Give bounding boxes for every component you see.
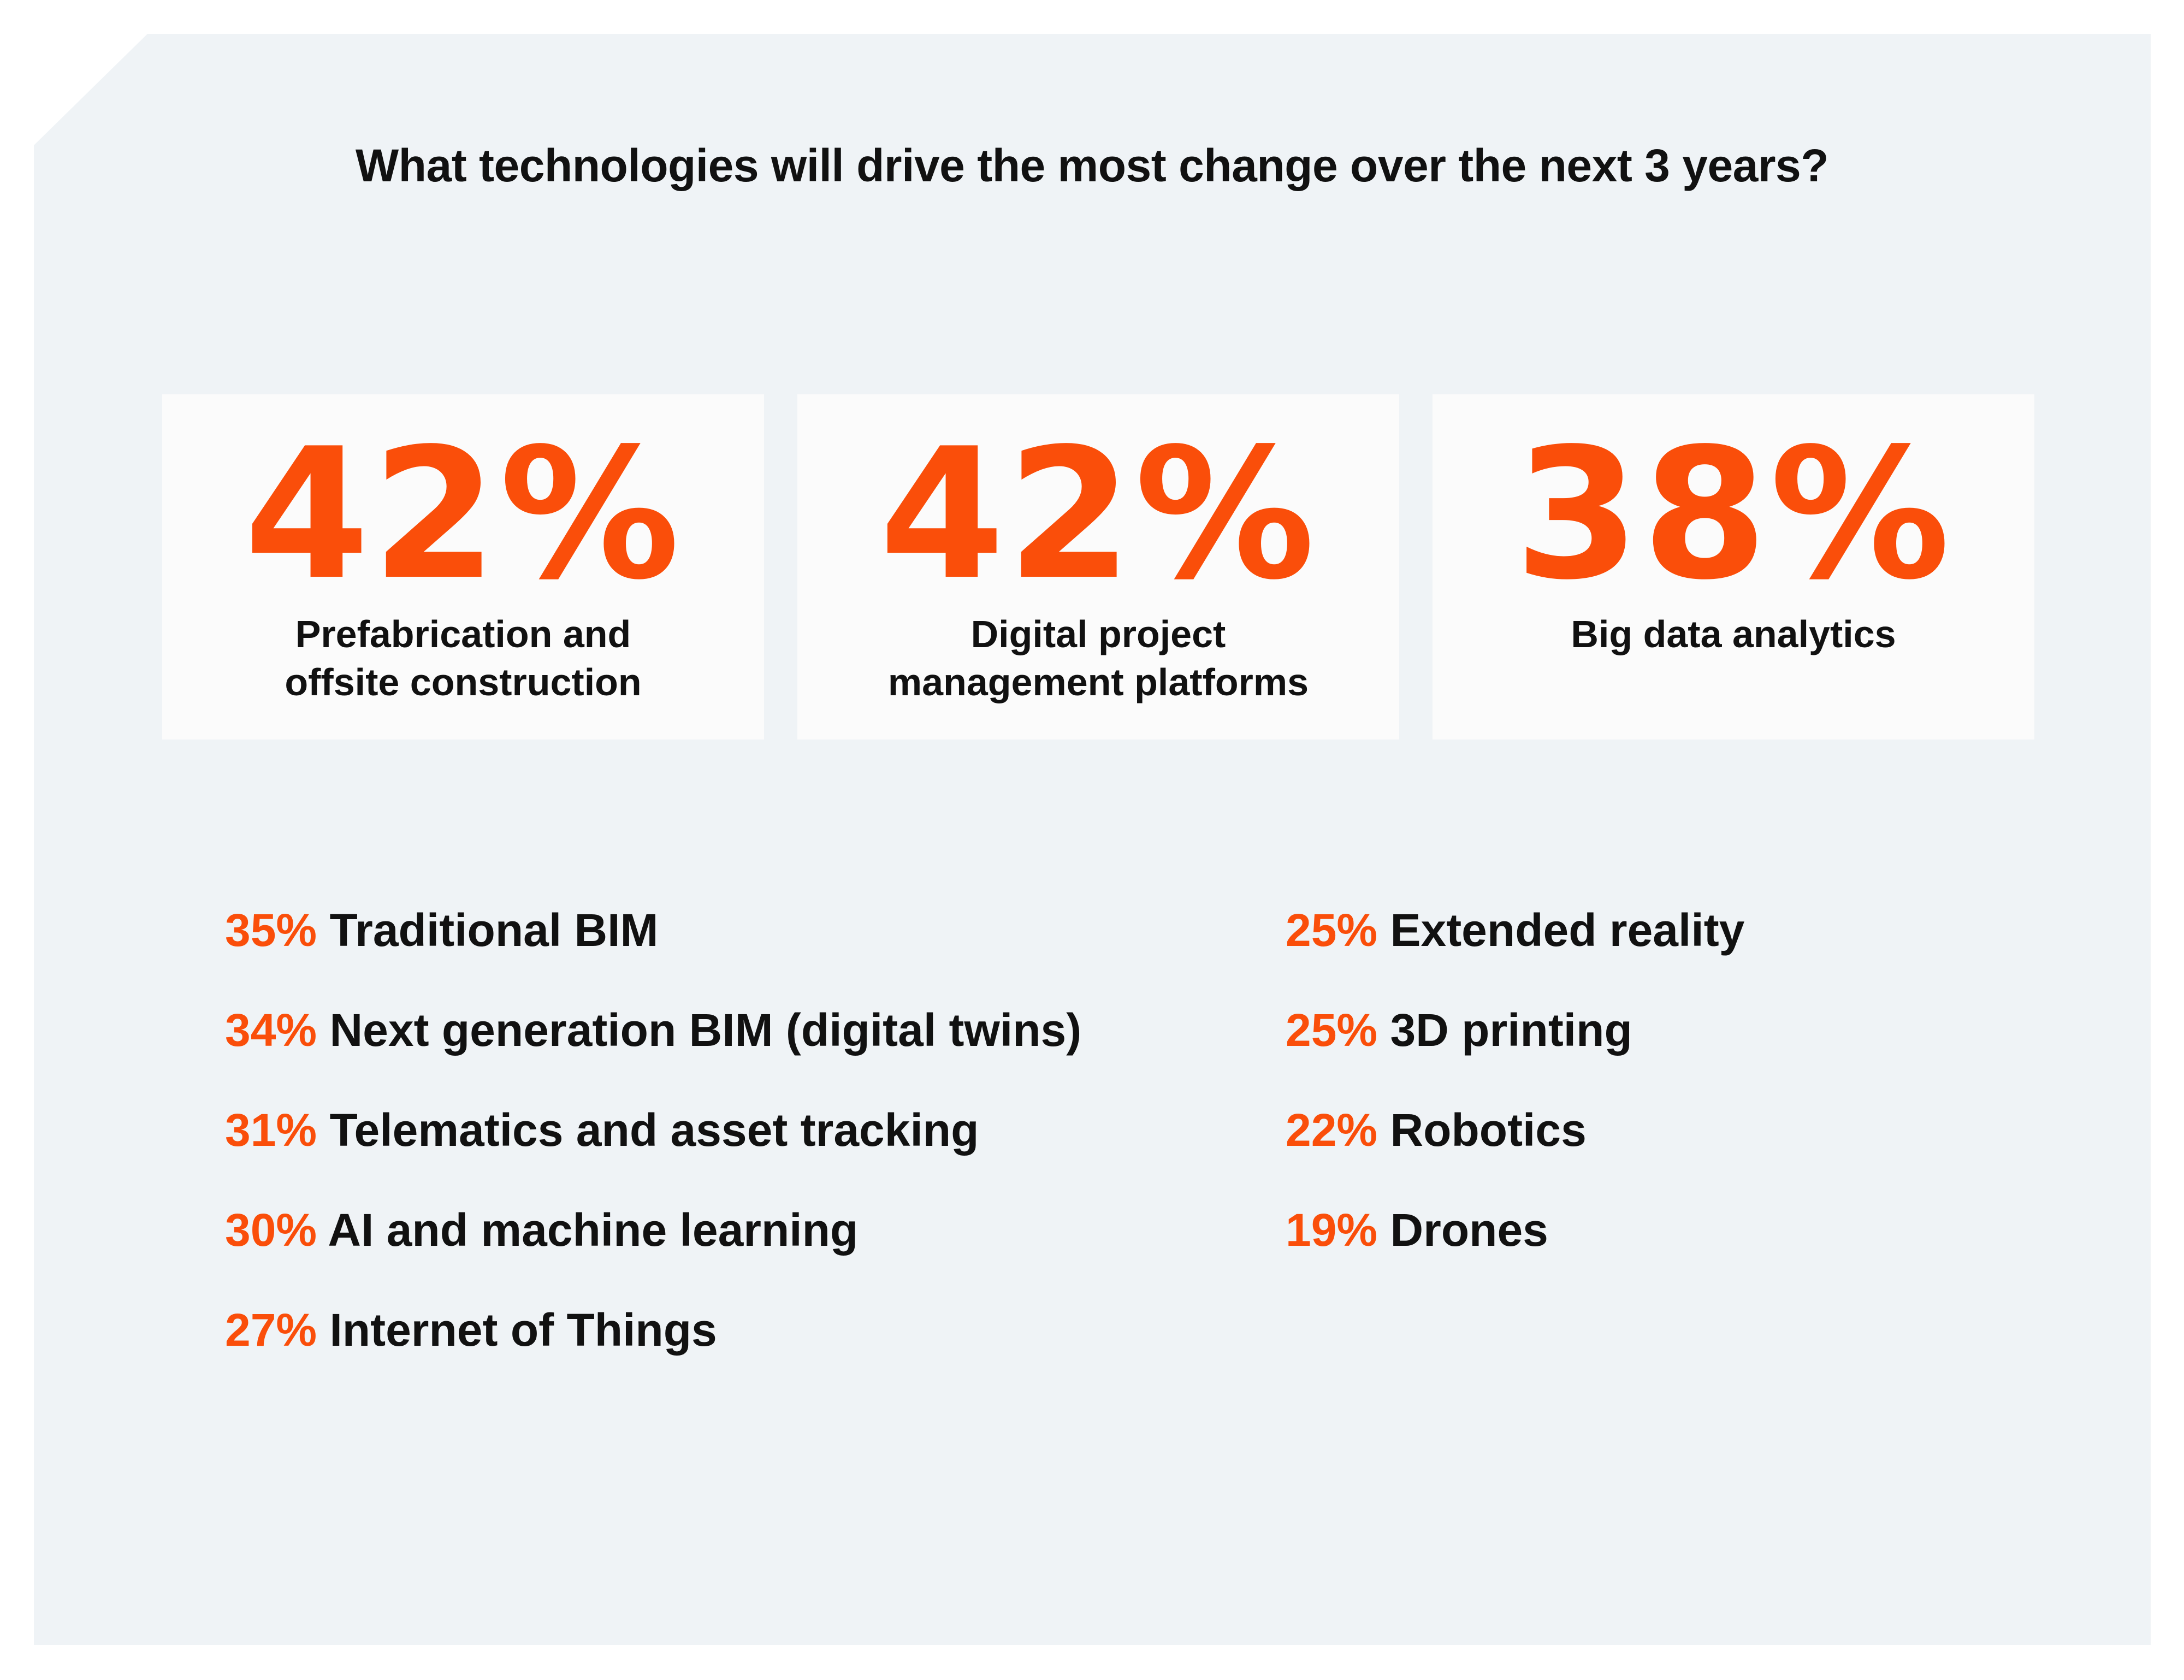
list-item: 22% Robotics bbox=[1286, 1100, 1587, 1160]
list-item: 34% Next generation BIM (digital twins) bbox=[225, 1000, 1081, 1060]
list-item-value: 25% bbox=[1286, 1004, 1378, 1056]
list-item: 31% Telematics and asset tracking bbox=[225, 1100, 979, 1160]
highlight-value: 42% bbox=[879, 410, 1317, 619]
list-item: 35% Traditional BIM bbox=[225, 900, 659, 960]
list-item-label: Traditional BIM bbox=[329, 904, 659, 956]
list-item-value: 35% bbox=[225, 904, 317, 956]
list-item-label: Next generation BIM (digital twins) bbox=[329, 1004, 1082, 1056]
list-item-label: AI and machine learning bbox=[328, 1204, 859, 1256]
highlight-label: Digital project management platforms bbox=[887, 613, 1309, 703]
list-item-value: 19% bbox=[1286, 1204, 1378, 1256]
list-item-label: Extended reality bbox=[1390, 904, 1745, 956]
highlight-card: 42% Digital project management platforms bbox=[797, 394, 1399, 740]
panel-shape bbox=[34, 34, 2151, 1645]
list-item-value: 31% bbox=[225, 1104, 317, 1156]
list-item-label: Internet of Things bbox=[329, 1304, 717, 1356]
highlight-value: 38% bbox=[1514, 410, 1952, 619]
highlight-label: Prefabrication and offsite construction bbox=[285, 613, 642, 703]
list-item-label: Telematics and asset tracking bbox=[329, 1104, 979, 1156]
list-item: 27% Internet of Things bbox=[225, 1300, 717, 1360]
list-item: 30% AI and machine learning bbox=[225, 1200, 858, 1260]
highlight-card: 38% Big data analytics bbox=[1433, 394, 2034, 740]
list-item-label: 3D printing bbox=[1390, 1004, 1632, 1056]
highlight-value: 42% bbox=[244, 410, 682, 619]
list-item-label: Drones bbox=[1390, 1204, 1548, 1256]
list-item: 19% Drones bbox=[1286, 1200, 1548, 1260]
list-item-label: Robotics bbox=[1390, 1104, 1587, 1156]
highlight-label: Big data analytics bbox=[1571, 613, 1896, 655]
list-item-value: 27% bbox=[225, 1304, 317, 1356]
list-item: 25% Extended reality bbox=[1286, 900, 1744, 960]
list-item-value: 22% bbox=[1286, 1104, 1378, 1156]
list-item-value: 25% bbox=[1286, 904, 1378, 956]
highlight-card: 42% Prefabrication and offsite constructi… bbox=[162, 394, 764, 740]
chart-title: What technologies will drive the most ch… bbox=[355, 140, 1829, 191]
list-item-value: 34% bbox=[225, 1004, 317, 1056]
list-item: 25% 3D printing bbox=[1286, 1000, 1632, 1060]
list-item-value: 30% bbox=[225, 1204, 317, 1256]
